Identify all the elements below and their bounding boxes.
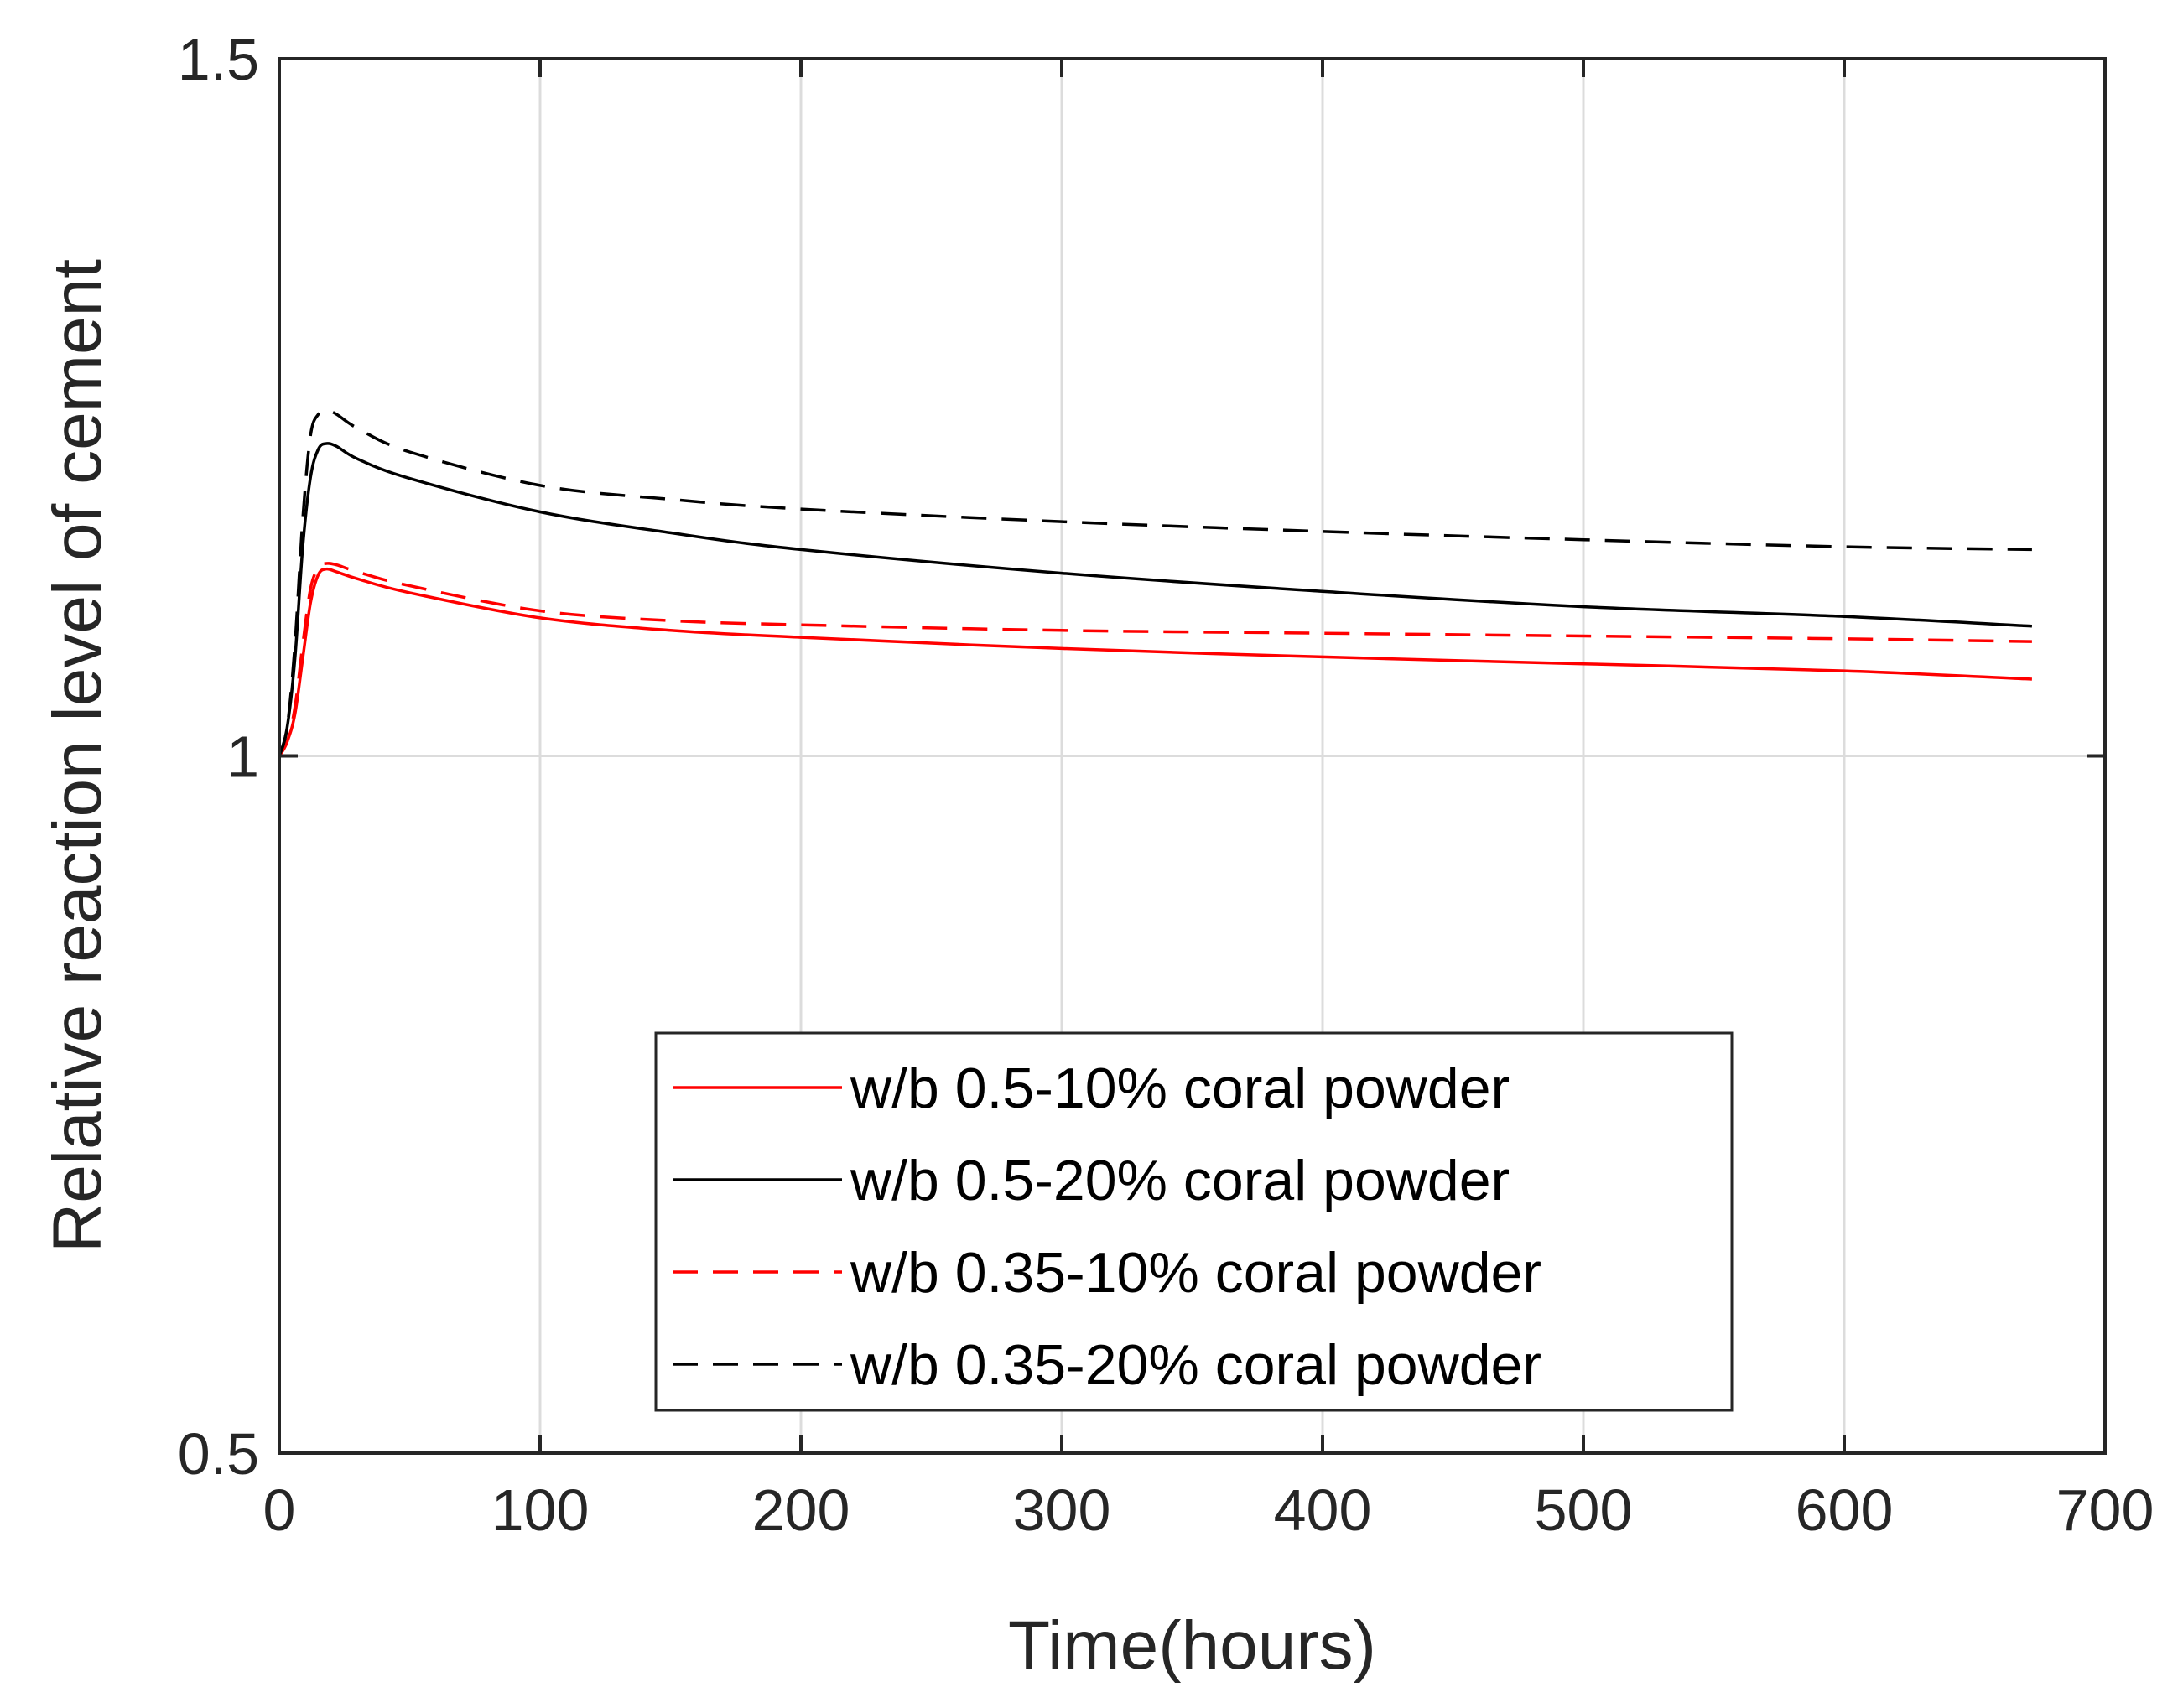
x-tick-label: 300 <box>1013 1477 1111 1543</box>
legend-label-w-b-0-35-20-coral-powder: w/b 0.35-20% coral powder <box>850 1333 1541 1397</box>
legend-box <box>654 1031 1734 1412</box>
x-axis-title: Time(hours) <box>1008 1607 1376 1684</box>
axis-ticks <box>278 57 2107 1455</box>
legend-label-w-b-0-5-20-coral-powder: w/b 0.5-20% coral powder <box>850 1149 1510 1212</box>
legend: w/b 0.5-10% coral powder w/b 0.5-20% cora… <box>654 1031 1734 1412</box>
legend-label-w-b-0-5-10-coral-powder: w/b 0.5-10% coral powder <box>850 1056 1510 1120</box>
y-axis-title: Relative reaction level of cement <box>39 259 116 1253</box>
x-tick-label: 500 <box>1535 1477 1633 1543</box>
plot-area <box>278 408 2032 757</box>
series-line-w-b-0-5-20-coral-powder <box>278 442 2032 757</box>
x-tick-label: 600 <box>1796 1477 1894 1543</box>
x-tick-label: 700 <box>2056 1477 2155 1543</box>
series-line-w-b-0-35-10-coral-powder <box>278 562 2032 757</box>
series-line-w-b-0-35-20-coral-powder <box>278 408 2032 757</box>
x-tick-label: 400 <box>1274 1477 1372 1543</box>
y-tick-label: 0.5 <box>178 1421 259 1487</box>
tick-labels: 0 100 200 300 400 500 600 700 0.5 1 1.5 <box>178 27 2155 1543</box>
legend-label-w-b-0-35-10-coral-powder: w/b 0.35-10% coral powder <box>850 1241 1541 1305</box>
x-tick-label: 100 <box>491 1477 590 1543</box>
y-tick-label: 1.5 <box>178 27 259 92</box>
x-tick-label: 0 <box>263 1477 296 1543</box>
x-tick-label: 200 <box>752 1477 850 1543</box>
series-line-w-b-0-5-10-coral-powder <box>278 567 2032 757</box>
y-tick-label: 1 <box>226 724 259 790</box>
grid <box>279 59 2105 1453</box>
